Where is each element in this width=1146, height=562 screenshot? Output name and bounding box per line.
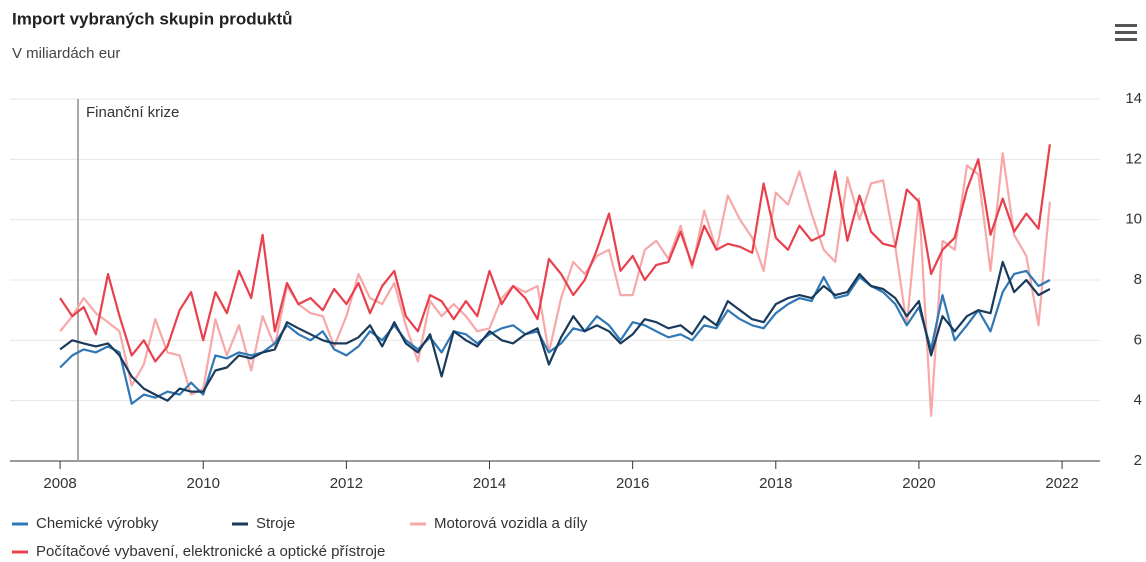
- legend-item[interactable]: Chemické výrobky: [12, 515, 159, 532]
- legend-label: Chemické výrobky: [36, 515, 159, 532]
- series-line: [59, 269, 1051, 405]
- series-line: [59, 152, 1051, 417]
- series-line: [59, 260, 1051, 402]
- x-tick-label: 2010: [187, 475, 220, 492]
- legend-label: Počítačové vybavení, elektronické a opti…: [36, 543, 385, 560]
- x-tick-label: 2022: [1045, 475, 1078, 492]
- x-tick-label: 2016: [616, 475, 649, 492]
- y-tick-label: 14: [1125, 90, 1142, 107]
- legend-item[interactable]: Stroje: [232, 515, 295, 532]
- y-tick-label: 12: [1125, 150, 1142, 167]
- menu-bar: [1115, 24, 1137, 27]
- x-tick-label: 2020: [902, 475, 935, 492]
- legend-label: Stroje: [256, 515, 295, 532]
- y-tick-label: 6: [1134, 331, 1142, 348]
- x-tick-label: 2008: [43, 475, 76, 492]
- menu-bar: [1115, 31, 1137, 34]
- legend-item[interactable]: Počítačové vybavení, elektronické a opti…: [12, 543, 385, 560]
- annotation-label: Finanční krize: [86, 104, 179, 121]
- legend-label: Motorová vozidla a díly: [434, 515, 588, 532]
- legend-item[interactable]: Motorová vozidla a díly: [410, 515, 588, 532]
- x-tick-label: 2014: [473, 475, 506, 492]
- menu-button[interactable]: [1115, 24, 1137, 41]
- x-tick-label: 2012: [330, 475, 363, 492]
- y-tick-label: 2: [1134, 452, 1142, 469]
- y-tick-label: 4: [1134, 392, 1142, 409]
- x-tick-label: 2018: [759, 475, 792, 492]
- chart-subtitle: V miliardách eur: [12, 45, 120, 62]
- menu-bar: [1115, 38, 1137, 41]
- series-line: [59, 144, 1051, 363]
- chart-title: Import vybraných skupin produktů: [12, 9, 293, 28]
- y-tick-label: 8: [1134, 271, 1142, 288]
- y-tick-label: 10: [1125, 211, 1142, 228]
